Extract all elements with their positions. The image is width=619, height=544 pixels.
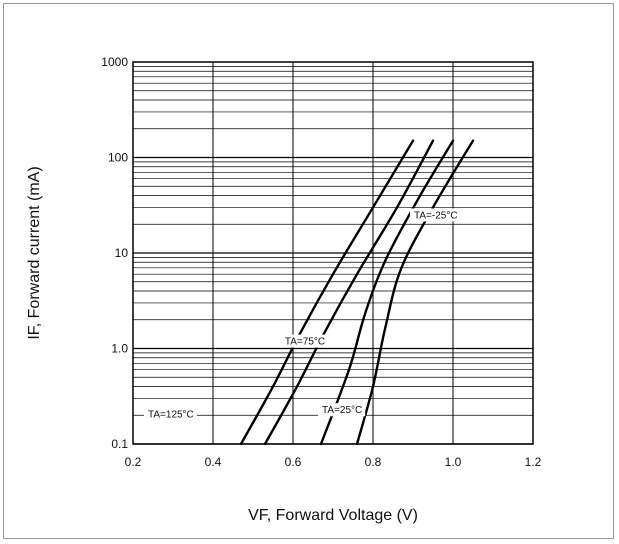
chart-frame (3, 3, 614, 539)
x-tick-label: 1.2 (525, 455, 542, 469)
series-curve-4 (355, 139, 475, 446)
curve-labels: TA=125°C TA=75°C TA=25°C TA=-25°C (144, 208, 463, 421)
curve-label: TA=75°C (285, 337, 325, 348)
series-curve-1 (239, 139, 415, 446)
x-tick-label: 0.4 (205, 455, 222, 469)
curve-label-background (144, 407, 197, 421)
y-tick-label: 1.0 (111, 342, 128, 356)
x-tick-label: 0.2 (125, 455, 142, 469)
y-tick-label: 1000 (101, 55, 128, 69)
curve-label-background (410, 208, 463, 222)
curve-label-background (281, 334, 329, 348)
curve-label: TA=25°C (322, 405, 362, 416)
curves (239, 139, 475, 446)
y-tick-label: 10 (115, 246, 129, 260)
series-curve-2 (263, 139, 435, 446)
tick-labels: 0.2 0.4 0.6 0.8 1.0 1.2 0.1 1.0 10 100 1000 (101, 55, 541, 469)
grid (132, 62, 534, 445)
x-tick-label: 0.8 (365, 455, 382, 469)
curve-label: TA=125°C (148, 409, 194, 420)
x-tick-label: 1.0 (445, 455, 462, 469)
series-curve-3 (319, 139, 455, 446)
y-tick-label: 100 (108, 151, 128, 165)
x-tick-label: 0.6 (285, 455, 302, 469)
curve-label: TA=-25°C (414, 210, 458, 221)
x-axis-label: VF, Forward Voltage (V) (248, 507, 418, 524)
curve-label-background (318, 403, 366, 417)
y-tick-label: 0.1 (111, 437, 128, 451)
plot-border (132, 61, 534, 445)
y-axis-label: IF, Forward current (mA) (26, 166, 43, 339)
